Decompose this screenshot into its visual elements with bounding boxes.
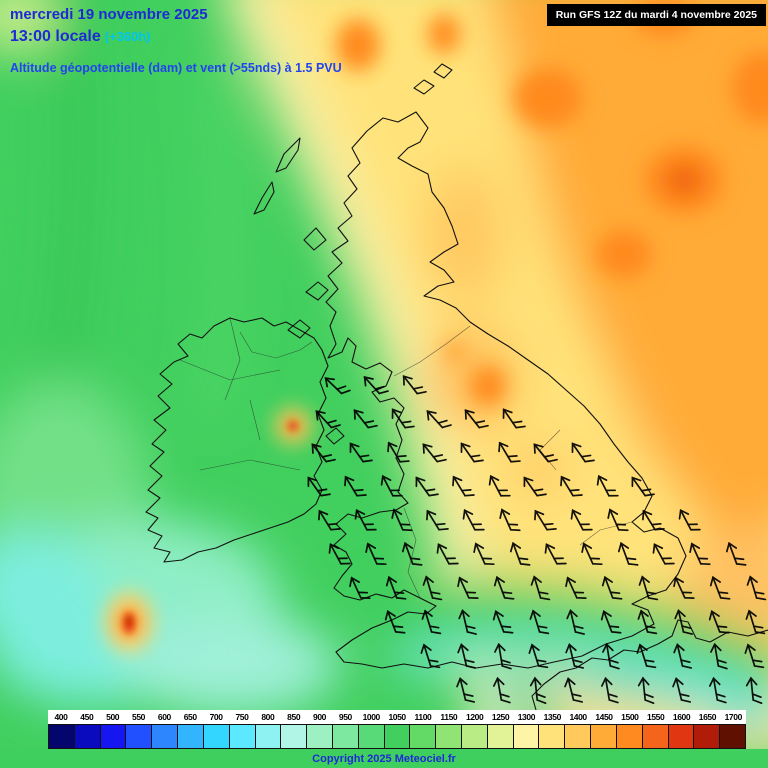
legend-value: 700 (209, 712, 223, 722)
date-label: mercredi 19 novembre 2025 (10, 6, 208, 23)
map-subtitle: Altitude géopotentielle (dam) et vent (>… (10, 61, 342, 75)
legend-color-box (462, 724, 488, 749)
legend-color-box (668, 724, 695, 749)
legend-value: 500 (106, 712, 120, 722)
legend-color-box (410, 724, 437, 749)
legend-value: 800 (261, 712, 275, 722)
legend-color-box (255, 724, 282, 749)
legend-color-box (332, 724, 359, 749)
legend-color-box (203, 724, 230, 749)
legend-color-box (307, 724, 333, 749)
legend-value: 900 (313, 712, 327, 722)
legend-value: 750 (235, 712, 249, 722)
legend-value: 1700 (724, 712, 743, 722)
legend-value: 650 (183, 712, 197, 722)
map-header: mercredi 19 novembre 2025 13:00 locale (+… (10, 6, 342, 75)
legend-color-box (487, 724, 514, 749)
legend-value: 450 (80, 712, 94, 722)
legend-color-box (565, 724, 592, 749)
legend-value: 1500 (621, 712, 639, 722)
legend-color-box (358, 724, 385, 749)
legend-value: 1050 (388, 712, 406, 722)
legend-value-row: 400 450 500 550 600 650 700 750 800 850 900 950 1000… (48, 710, 746, 724)
legend-value: 550 (132, 712, 145, 722)
color-scale-legend (48, 724, 746, 749)
legend-color-box (100, 724, 127, 749)
forecast-offset-label: (+360h) (104, 29, 151, 44)
copyright-bar: Copyright 2025 Meteociel.fr (0, 749, 768, 768)
legend-value: 1350 (543, 712, 562, 722)
legend-value: 1550 (647, 712, 665, 722)
time-label: 13:00 locale (+360h) (10, 28, 342, 46)
legend-color-box (178, 724, 204, 749)
legend-value: 600 (157, 712, 171, 722)
legend-color-box (591, 724, 617, 749)
legend-value: 950 (338, 712, 352, 722)
legend-value: 1150 (440, 712, 458, 722)
legend-value: 1600 (672, 712, 691, 722)
run-info-label: Run GFS 12Z du mardi 4 novembre 2025 (555, 9, 757, 21)
legend-value: 1650 (698, 712, 717, 722)
legend-color-box (152, 724, 179, 749)
legend-value: 1450 (595, 712, 613, 722)
legend-color-box (229, 724, 256, 749)
legend-value: 850 (287, 712, 301, 722)
legend-color-box (694, 724, 721, 749)
legend-color-box (384, 724, 411, 749)
legend-color-box (126, 724, 153, 749)
run-info-box: Run GFS 12Z du mardi 4 novembre 2025 (546, 4, 766, 26)
legend-color-box (720, 724, 746, 749)
red-hotspots (123, 421, 298, 634)
legend-value: 1100 (414, 712, 432, 722)
legend-color-box (436, 724, 462, 749)
local-time-label: 13:00 locale (10, 28, 101, 45)
inland-borders (179, 317, 633, 599)
copyright-label: Copyright 2025 Meteociel.fr (312, 752, 456, 765)
legend-value: 1200 (466, 712, 484, 722)
legend-value: 1000 (362, 712, 381, 722)
legend-value: 1250 (491, 712, 510, 722)
legend-value: 400 (54, 712, 68, 722)
legend-color-box (539, 724, 566, 749)
legend-color-box (281, 724, 308, 749)
legend-value: 1300 (517, 712, 536, 722)
legend-color-box (48, 724, 75, 749)
legend-color-box (74, 724, 101, 749)
legend-color-box (513, 724, 540, 749)
legend-color-box (642, 724, 669, 749)
legend-value: 1400 (569, 712, 587, 722)
legend-color-box (616, 724, 643, 749)
